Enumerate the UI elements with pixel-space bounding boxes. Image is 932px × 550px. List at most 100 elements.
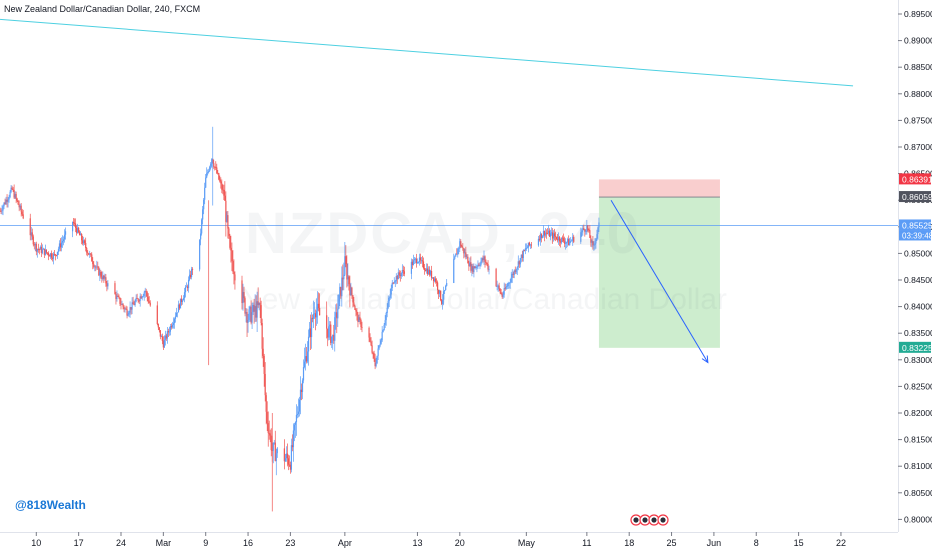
candle-body [224,195,226,201]
candle-body [445,285,447,291]
stop-loss-zone [598,179,720,198]
candle-body [598,222,600,228]
candle-body [92,261,94,265]
candle-body [216,167,218,174]
candle-body [243,292,245,299]
candle-body [258,302,260,306]
y-tick-label: 0.84000 [904,302,932,312]
candle-body [597,227,599,235]
candle-body [360,319,362,327]
candle-body [511,273,513,278]
candle-body [129,307,131,313]
candle-body [175,312,178,317]
x-tick-label: 22 [836,538,846,548]
candle-body [500,292,502,294]
candle-body [174,316,177,319]
symbol-watermark: NZDCAD, 240 [245,201,641,266]
candle-body [359,317,361,320]
candle-body [122,303,124,307]
candle-body [36,248,38,252]
candle-body [133,304,135,306]
candle-body [423,268,426,270]
event-2-flag [642,517,648,523]
candle-body [190,268,193,278]
candle-body [334,317,336,341]
candle-body [384,320,386,325]
candle-body [311,317,314,319]
candle-body [104,277,106,279]
y-tick-label: 0.80500 [904,488,932,498]
candle-body [479,265,481,266]
candle-body [475,266,477,269]
candle-body [62,239,65,242]
candle-body [342,277,344,280]
event-3-flag [651,517,657,523]
candle-body [17,200,19,205]
candle-body [339,286,341,295]
candle-body [211,158,213,164]
candle-body [90,253,92,255]
candle-body [187,279,190,289]
chart-title: New Zealand Dollar/Canadian Dollar, 240,… [4,4,201,14]
candle-body [47,253,49,256]
candle-body [52,253,55,259]
candle-body [593,244,595,246]
candle-body [89,253,91,255]
candle-body [272,442,274,451]
candle-body [292,430,295,448]
candle-body [416,262,419,264]
candle-body [395,276,397,282]
candle-body [397,272,399,280]
candle-body [377,348,379,356]
candle-body [83,240,85,244]
candle-body [329,324,331,327]
candle-body [72,221,74,232]
candle-body [506,286,508,287]
candle-body [468,263,470,267]
candle-body [139,296,141,302]
candle-body [427,269,430,275]
candle-body [159,330,161,337]
candle-body [215,166,217,168]
candle-body [484,256,486,262]
candle-body [160,336,162,338]
candle-body [474,266,476,269]
candle-body [16,198,18,201]
candle-body [587,225,589,230]
candle-body [213,163,215,167]
candle-body [93,264,95,267]
candle-body [521,254,523,259]
candle-body [422,261,425,269]
candle-body [330,324,332,343]
candle-body [176,312,179,314]
candle-body [40,246,42,253]
x-tick-label: 15 [794,538,804,548]
candle-body [107,283,109,287]
candle-body [49,253,52,257]
candle-body [221,183,223,190]
candle-body [539,233,542,241]
candle-body [307,336,310,352]
candle-body [373,353,375,359]
candle-body [147,296,149,302]
candle-body [413,259,416,261]
candle-body [31,232,33,237]
candle-body [63,234,66,240]
candle-body [315,313,317,318]
candle-body [553,233,556,237]
candle-body [291,445,294,448]
candle-body [519,258,521,265]
candle-body [328,326,330,338]
y-tick-label: 0.83500 [904,328,932,338]
candle-body [456,253,458,255]
candle-body [471,266,473,271]
target-price-label: 0.83225 [902,343,932,353]
current-price-label: 0.85525 [902,220,932,230]
x-tick-label: 24 [116,538,126,548]
candle-body [56,251,59,256]
candle-body [514,270,516,273]
candle-body [571,240,573,242]
candle-body [205,177,207,188]
